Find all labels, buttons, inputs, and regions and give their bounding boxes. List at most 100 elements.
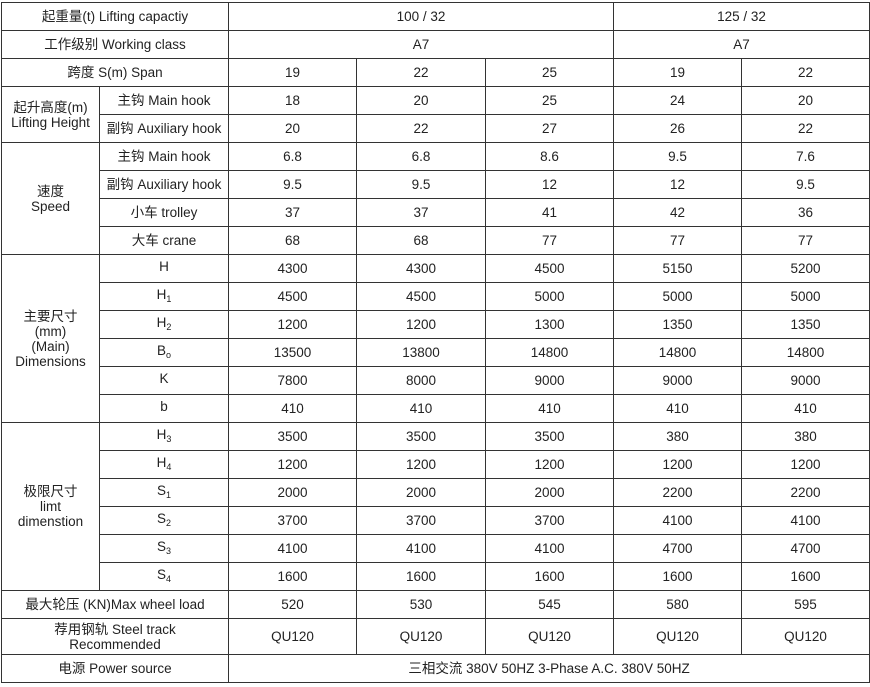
cell: 2000 (356, 478, 487, 507)
symbol: H (156, 286, 167, 302)
cell: 4100 (356, 534, 487, 563)
symbol: S (156, 566, 166, 582)
symbol: B (156, 342, 166, 358)
cell: 2000 (485, 478, 615, 507)
sub-label: 副钩 Auxiliary hook (98, 114, 230, 143)
symbol: H (156, 454, 167, 470)
limit-row: S1 2000 2000 2000 2200 2200 (2, 478, 870, 507)
group-label-line: dimenstion (17, 514, 84, 529)
symbol: S (156, 482, 166, 498)
symbol: H (156, 426, 167, 442)
wheel-load-row: 最大轮压 (KN)Max wheel load 520 530 545 580 595 (0, 590, 870, 619)
cell: 410 (228, 394, 358, 423)
dimensions-row: Bo 13500 13800 14800 14800 14800 (2, 338, 870, 367)
cell: 5000 (741, 282, 870, 311)
group-label: 主要尺寸 (mm) (Main) Dimensions (1, 254, 100, 423)
sub-label: S3 (98, 534, 230, 563)
symbol-subscript: 3 (166, 545, 172, 556)
cell: 410 (741, 394, 870, 423)
cell: 1200 (356, 450, 487, 479)
limit-row: S2 3700 3700 3700 4100 4100 (2, 506, 870, 535)
cell: 13500 (228, 338, 358, 367)
cell: 14800 (741, 338, 870, 367)
cell: 68 (228, 226, 358, 255)
cell: 7.6 (741, 142, 870, 171)
symbol: H (159, 258, 169, 274)
cell: 5150 (613, 254, 743, 283)
speed-row: 小车 trolley 37 37 41 42 36 (2, 198, 870, 227)
dimensions-row: H2 1200 1200 1300 1350 1350 (2, 310, 870, 339)
group-label-line: Recommended (69, 636, 161, 652)
cell: A7 (228, 30, 615, 59)
sub-label: K (98, 366, 230, 395)
cell: 1600 (228, 562, 358, 591)
cell: 26 (613, 114, 743, 143)
cell: 4700 (741, 534, 870, 563)
sub-label: 小车 trolley (98, 198, 230, 227)
cell: 37 (356, 198, 487, 227)
cell: 1200 (228, 310, 358, 339)
limit-row: S3 4100 4100 4100 4700 4700 (2, 534, 870, 563)
symbol: H (156, 314, 167, 330)
row-label: 起重量(t) Lifting capactiy (0, 2, 230, 31)
cell: 77 (741, 226, 870, 255)
cell: 6.8 (228, 142, 358, 171)
cell: 6.8 (356, 142, 487, 171)
cell: 520 (228, 590, 358, 619)
working-class-row: 工作级别 Working class A7 A7 (0, 30, 870, 59)
cell: 4100 (613, 506, 743, 535)
sub-label: H4 (98, 450, 230, 479)
capacity-row: 起重量(t) Lifting capactiy 100 / 32 125 / 3… (0, 2, 870, 31)
cell: A7 (613, 30, 870, 59)
cell: 20 (356, 86, 487, 115)
cell: 20 (228, 114, 358, 143)
cell: 9.5 (741, 170, 870, 199)
cell: 3500 (485, 422, 615, 451)
cell: 5000 (485, 282, 615, 311)
cell: 380 (613, 422, 743, 451)
cell: 4300 (228, 254, 358, 283)
cell: 4100 (228, 534, 358, 563)
cell: 1200 (741, 450, 870, 479)
cell: 22 (356, 58, 487, 87)
cell: 9000 (485, 366, 615, 395)
cell: 25 (485, 86, 615, 115)
row-label: 跨度 S(m) Span (0, 58, 230, 87)
cell: 530 (356, 590, 487, 619)
cell: 9000 (613, 366, 743, 395)
group-label: 起升高度(m) Lifting Height (1, 86, 100, 143)
steel-track-row: 荐用钢轨 Steel track Recommended QU120 QU120 QU1… (0, 618, 870, 655)
cell: 14800 (613, 338, 743, 367)
cell: 1350 (741, 310, 870, 339)
cell: 3500 (228, 422, 358, 451)
sub-label: S1 (98, 478, 230, 507)
lifting_height-row: 副钩 Auxiliary hook 20 22 27 26 22 (2, 114, 870, 143)
cell: 3700 (356, 506, 487, 535)
cell: 8.6 (485, 142, 615, 171)
cell: 4500 (228, 282, 358, 311)
cell: 13800 (356, 338, 487, 367)
cell: 1600 (613, 562, 743, 591)
dimensions-row: H1 4500 4500 5000 5000 5000 (2, 282, 870, 311)
power-row: 电源 Power source 三相交流 380V 50HZ 3-Phase A.… (0, 654, 870, 683)
cell: 25 (485, 58, 615, 87)
symbol: K (159, 370, 169, 386)
cell: 19 (228, 58, 358, 87)
cell: 2000 (228, 478, 358, 507)
symbol-subscript: 4 (166, 461, 172, 472)
symbol-subscript: 1 (166, 489, 172, 500)
cell: 5200 (741, 254, 870, 283)
cell: 22 (356, 114, 487, 143)
cell: 36 (741, 198, 870, 227)
row-label: 工作级别 Working class (0, 30, 230, 59)
cell: 1200 (485, 450, 615, 479)
group-label-line: 起升高度(m) (13, 99, 88, 115)
group-label-line: 速度 (37, 183, 64, 199)
cell: QU120 (228, 618, 358, 655)
cell: 410 (356, 394, 487, 423)
dimensions-row: b 410 410 410 410 410 (2, 394, 870, 423)
cell: 77 (485, 226, 615, 255)
symbol-subscript: 1 (166, 293, 172, 304)
speed-row: 速度 Speed 主钩 Main hook 6.8 6.8 8.6 9.5 7.6 (1, 142, 870, 255)
